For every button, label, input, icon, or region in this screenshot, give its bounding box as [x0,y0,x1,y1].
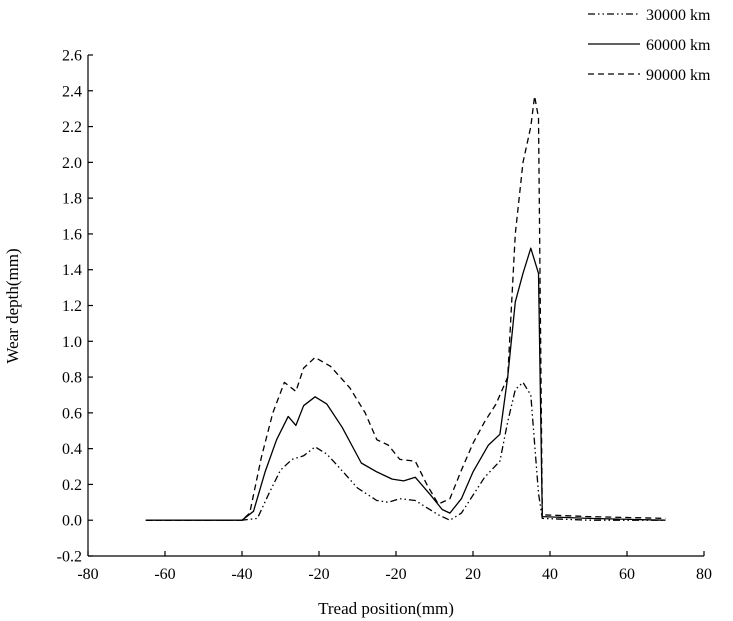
y-tick-label: 0.0 [62,513,82,530]
y-axis-title: Wear depth(mm) [3,248,22,363]
x-tick-label: 40 [542,566,558,583]
x-tick-label: -40 [231,566,252,583]
y-tick-label: 2.4 [62,83,82,100]
y-tick-label: 0.6 [62,405,82,422]
y-tick-label: 1.6 [62,226,82,243]
y-tick-label: 1.0 [62,334,82,351]
series-line-2 [145,247,666,521]
y-ticks: -0.2 0.0 0.2 0.4 0.6 0.8 1.0 1.2 1.4 1.6 1.8 2.0 2.2… [57,48,93,566]
y-tick-label: 0.2 [62,477,82,494]
x-tick-label: -20 [385,566,406,583]
x-tick-label: 80 [696,566,712,583]
series-line-3 [145,95,666,521]
x-ticks: -80 -60 -40 -20 -20 20 40 60 80 [77,551,712,583]
y-tick-label: 0.8 [62,370,82,387]
y-tick-label: 2.0 [62,155,82,172]
x-tick-label: 20 [465,566,481,583]
y-tick-label: 1.8 [62,191,82,208]
legend-label: 30000 km [646,7,711,24]
legend-label: 60000 km [646,37,711,54]
legend-label: 90000 km [646,67,711,84]
y-tick-label: 1.4 [62,262,82,279]
y-tick-label: 0.4 [62,441,82,458]
x-tick-label: -60 [154,566,175,583]
y-tick-label: 2.6 [62,48,82,65]
y-tick-label: 2.2 [62,119,82,136]
axes [87,55,704,557]
series-line-1 [145,381,666,521]
x-tick-label: 60 [619,566,635,583]
y-tick-label: -0.2 [57,549,82,566]
x-axis-title: Tread position(mm) [318,599,454,618]
x-tick-label: -80 [77,566,98,583]
legend: 30000 km 60000 km 90000 km [588,7,711,84]
x-tick-label: -20 [308,566,329,583]
y-tick-label: 1.2 [62,298,82,315]
series-layer [145,95,666,521]
